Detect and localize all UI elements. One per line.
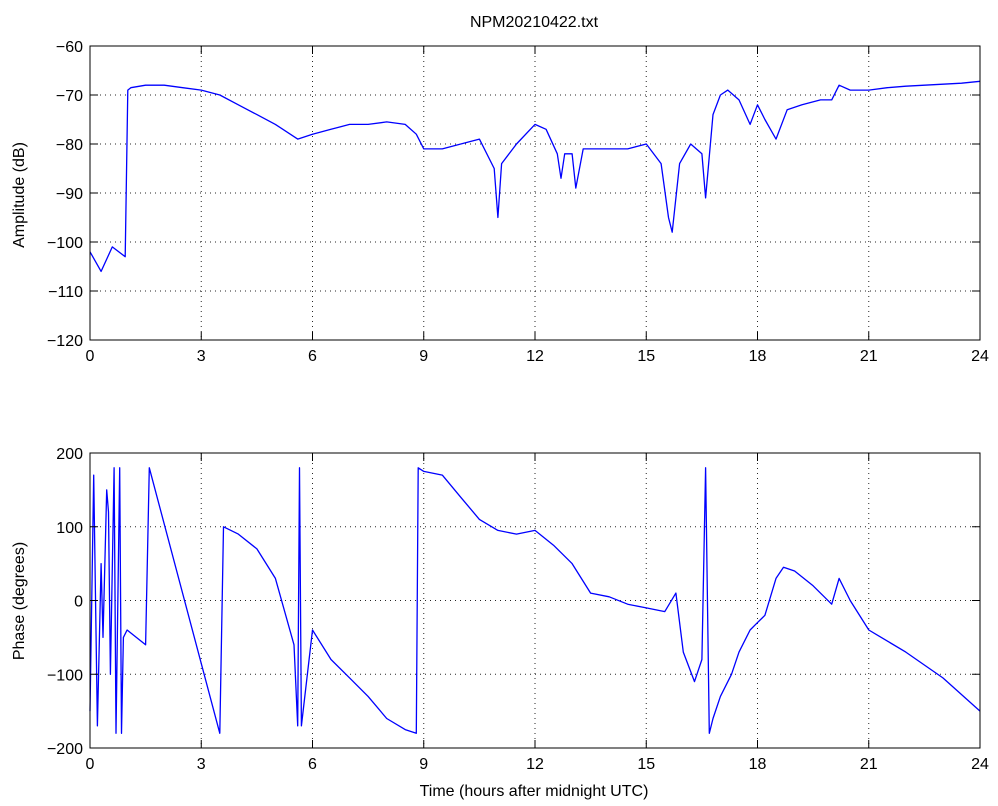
x-tick-label: 24	[971, 348, 989, 365]
y-tick-label: −60	[56, 39, 83, 56]
y-tick-label: 0	[74, 594, 83, 611]
y-tick-label: −100	[47, 235, 83, 252]
x-tick-label: 12	[526, 756, 544, 773]
amplitude-y-axis-label: Amplitude (dB)	[11, 142, 28, 248]
x-tick-label: 24	[971, 756, 989, 773]
x-tick-label: 3	[197, 756, 206, 773]
y-tick-label: −120	[47, 333, 83, 350]
x-tick-label: 9	[419, 756, 428, 773]
x-tick-label: 18	[749, 348, 767, 365]
x-tick-label: 6	[308, 348, 317, 365]
phase-y-axis-label: Phase (degrees)	[11, 542, 28, 660]
x-tick-label: 0	[86, 756, 95, 773]
x-tick-label: 18	[749, 756, 767, 773]
x-tick-label: 15	[637, 348, 655, 365]
y-tick-label: −80	[56, 137, 83, 154]
series-line	[89, 467, 981, 734]
y-tick-label: 200	[56, 446, 83, 463]
y-tick-label: −100	[47, 667, 83, 684]
phase-panel: 0 3 6 9 12 15 18 21 24 200 100 0 −100 −200	[47, 446, 989, 773]
x-tick-label: 21	[860, 756, 878, 773]
chart-title: NPM20210422.txt	[470, 14, 599, 31]
y-tick-label: 100	[56, 520, 83, 537]
x-tick-label: 6	[308, 756, 317, 773]
x-tick-label: 3	[197, 348, 206, 365]
x-tick-label: 21	[860, 348, 878, 365]
x-tick-label: 9	[419, 348, 428, 365]
x-axis-label: Time (hours after midnight UTC)	[420, 783, 649, 800]
y-tick-label: −90	[56, 186, 83, 203]
amplitude-panel: 0 3 6 9 12 15 18 21 24 −60 −70 −80 −90 −100 −110 −120	[47, 39, 989, 365]
y-tick-label: −110	[48, 284, 83, 301]
x-tick-label: 12	[526, 348, 544, 365]
series-line	[89, 80, 981, 273]
x-tick-label: 0	[86, 348, 95, 365]
x-tick-label: 15	[637, 756, 655, 773]
y-tick-label: −70	[56, 88, 83, 105]
y-tick-label: −200	[47, 741, 83, 758]
